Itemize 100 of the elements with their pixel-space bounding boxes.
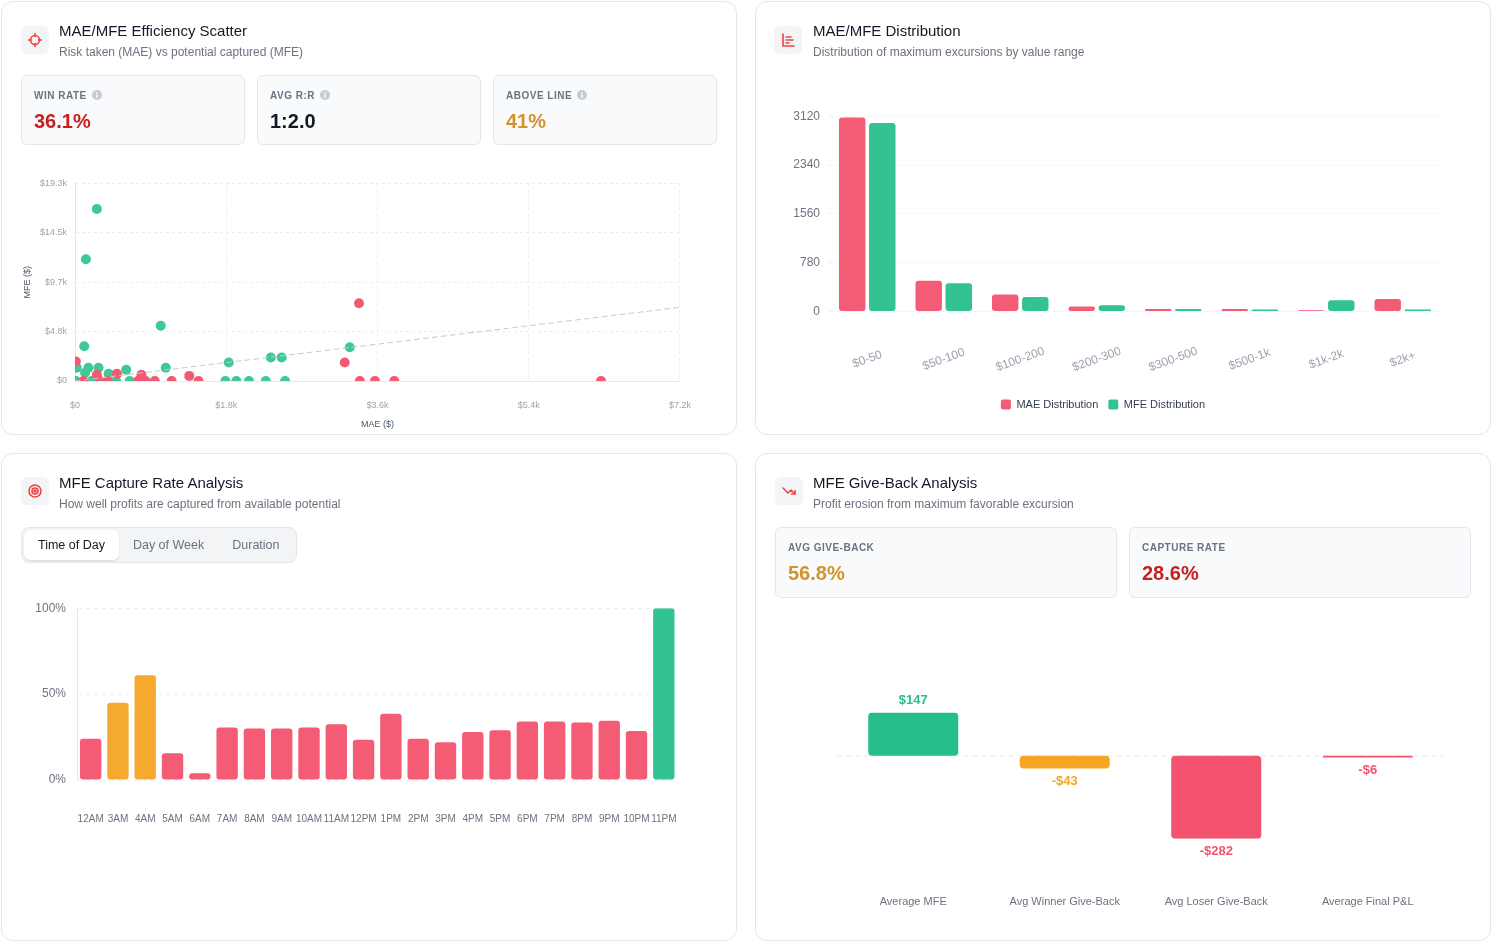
x-tick-label: 11PM bbox=[651, 812, 677, 824]
tab-bar: Time of Day Day of Week Duration bbox=[21, 527, 297, 563]
x-tick-label: 12AM bbox=[77, 812, 104, 824]
y-tick-label: 100% bbox=[35, 600, 67, 615]
x-tick-label: $0 bbox=[69, 399, 81, 410]
bar bbox=[838, 117, 866, 311]
x-tick-label: Average Final P&L bbox=[1321, 895, 1414, 908]
x-tick-label: 3PM bbox=[435, 812, 456, 824]
text: AVG R:R bbox=[270, 89, 315, 101]
y-tick-label: $9.7k bbox=[44, 276, 68, 287]
text: ABOVE LINE bbox=[506, 89, 573, 101]
data-label: -$43 bbox=[1051, 772, 1078, 788]
bar bbox=[79, 738, 102, 780]
x-tick-label: 9AM bbox=[271, 812, 292, 824]
bar bbox=[271, 728, 293, 780]
chart-subtitle: Profit erosion from maximum favorable excursion bbox=[813, 496, 1074, 512]
x-tick-label: Avg Winner Give-Back bbox=[1009, 895, 1121, 908]
x-tick-label: 8AM bbox=[244, 812, 265, 824]
bar bbox=[380, 713, 402, 780]
bar bbox=[1374, 298, 1401, 311]
chart-title: MFE Capture Rate Analysis bbox=[59, 473, 244, 493]
bar bbox=[598, 720, 620, 780]
data-label: -$282 bbox=[1199, 842, 1233, 858]
bar bbox=[1328, 300, 1355, 311]
bar bbox=[352, 739, 375, 780]
y-tick-label: $0 bbox=[56, 375, 67, 386]
bar bbox=[543, 721, 566, 780]
bar bbox=[991, 294, 1019, 311]
bar bbox=[216, 727, 238, 780]
x-tick-label: 1PM bbox=[380, 812, 402, 824]
text: AVG GIVE-BACK bbox=[788, 541, 875, 553]
text: 36.1% bbox=[34, 109, 91, 134]
x-tick-label: 7AM bbox=[216, 812, 238, 824]
x-tick-label: $0-50 bbox=[850, 346, 885, 371]
text: 1:2.0 bbox=[270, 109, 316, 134]
y-tick-label: 780 bbox=[799, 254, 821, 269]
bar bbox=[1022, 297, 1049, 311]
bar bbox=[571, 722, 593, 780]
bar bbox=[134, 675, 156, 780]
x-tick-label: $1k-2k bbox=[1306, 345, 1347, 372]
chart-subtitle: Distribution of maximum excursions by value range bbox=[813, 44, 1085, 60]
point bbox=[112, 368, 123, 379]
x-tick-label: $7.2k bbox=[668, 399, 692, 410]
point bbox=[155, 320, 166, 331]
point bbox=[121, 364, 132, 375]
bar bbox=[325, 724, 347, 780]
point bbox=[184, 370, 195, 381]
y-axis-title: MFE ($) bbox=[21, 265, 32, 299]
x-tick-label: 4PM bbox=[462, 812, 484, 824]
bar bbox=[653, 608, 675, 780]
x-tick-label: 10AM bbox=[295, 812, 323, 824]
bar bbox=[915, 280, 942, 311]
x-tick-label: 4AM bbox=[134, 812, 156, 824]
text: 28.6% bbox=[1142, 561, 1199, 586]
text: CAPTURE RATE bbox=[1142, 541, 1226, 553]
bar bbox=[869, 123, 896, 311]
y-tick-label: 3120 bbox=[793, 108, 821, 123]
tab-button: Time of Day bbox=[24, 530, 119, 560]
x-tick-label: $1.8k bbox=[215, 399, 238, 410]
point bbox=[354, 298, 365, 309]
bar bbox=[434, 742, 457, 780]
x-tick-label: 5AM bbox=[162, 812, 183, 824]
y-tick-label: $4.8k bbox=[44, 326, 68, 337]
bar bbox=[243, 728, 266, 780]
bar bbox=[161, 753, 184, 780]
data-label: $147 bbox=[898, 691, 928, 707]
text: WIN RATE bbox=[34, 89, 87, 101]
text: 56.8% bbox=[788, 561, 845, 586]
legend-label: MAE Distribution bbox=[1016, 397, 1099, 410]
bar bbox=[489, 730, 511, 780]
x-tick-label: $5.4k bbox=[517, 399, 541, 410]
legend-label: MFE Distribution bbox=[1123, 397, 1206, 410]
x-tick-label: $2k+ bbox=[1387, 347, 1418, 370]
chart-title: MFE Give-Back Analysis bbox=[813, 473, 978, 493]
chart-title: MAE/MFE Distribution bbox=[813, 21, 961, 41]
x-tick-label: 9PM bbox=[598, 812, 620, 824]
x-tick-label: 6PM bbox=[517, 812, 538, 824]
bar bbox=[462, 731, 484, 780]
x-tick-label: 7PM bbox=[544, 812, 565, 824]
x-tick-label: 10PM bbox=[623, 812, 650, 824]
y-tick-label: $14.5k bbox=[39, 227, 68, 238]
y-tick-label: $19.3k bbox=[39, 177, 68, 188]
x-tick-label: 8PM bbox=[571, 812, 593, 824]
chart-subtitle: How well profits are captured from available potential bbox=[59, 496, 341, 512]
y-tick-label: 2340 bbox=[793, 157, 821, 172]
x-tick-label: Avg Loser Give-Back bbox=[1164, 895, 1269, 908]
bar bbox=[945, 283, 973, 311]
x-tick-label: Average MFE bbox=[879, 895, 947, 908]
x-tick-label: 12PM bbox=[350, 812, 377, 824]
y-tick-label: 0 bbox=[813, 303, 821, 318]
x-tick-label: 11AM bbox=[323, 812, 349, 824]
y-tick-label: 50% bbox=[41, 686, 67, 701]
bar bbox=[625, 731, 648, 780]
bar bbox=[516, 721, 539, 780]
x-axis-title: MAE ($) bbox=[360, 419, 394, 430]
text: 41% bbox=[506, 109, 547, 134]
x-tick-label: 3AM bbox=[107, 812, 129, 824]
chart-title: MAE/MFE Efficiency Scatter bbox=[59, 21, 248, 41]
bar bbox=[107, 702, 129, 780]
x-tick-label: 5PM bbox=[489, 812, 511, 824]
